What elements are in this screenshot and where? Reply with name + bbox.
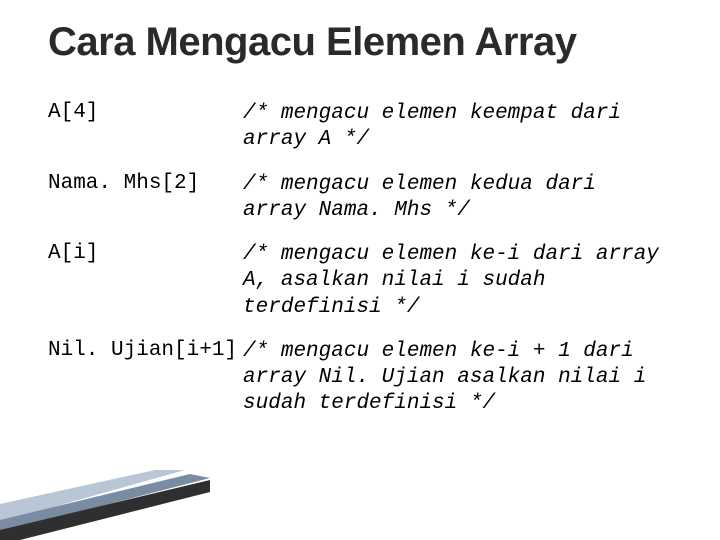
desc-cell: /* mengacu elemen keempat dari array A *… <box>243 93 672 164</box>
expr-cell: Nama. Mhs[2] <box>48 164 243 235</box>
expr-cell: Nil. Ujian[i+1] <box>48 331 243 428</box>
desc-cell: /* mengacu elemen ke-i dari array A, asa… <box>243 234 672 331</box>
slide-title: Cara Mengacu Elemen Array <box>48 20 672 65</box>
table-row: A[i] /* mengacu elemen ke-i dari array A… <box>48 234 672 331</box>
table-row: Nama. Mhs[2] /* mengacu elemen kedua dar… <box>48 164 672 235</box>
accent-stripe <box>0 474 210 540</box>
table-row: Nil. Ujian[i+1] /* mengacu elemen ke-i +… <box>48 331 672 428</box>
desc-cell: /* mengacu elemen kedua dari array Nama.… <box>243 164 672 235</box>
examples-table: A[4] /* mengacu elemen keempat dari arra… <box>48 93 672 428</box>
expr-cell: A[i] <box>48 234 243 331</box>
corner-accent-icon <box>0 470 210 540</box>
accent-stripe <box>0 480 210 540</box>
accent-stripe <box>0 470 185 540</box>
desc-cell: /* mengacu elemen ke-i + 1 dari array Ni… <box>243 331 672 428</box>
slide: Cara Mengacu Elemen Array A[4] /* mengac… <box>0 0 720 540</box>
expr-cell: A[4] <box>48 93 243 164</box>
table-row: A[4] /* mengacu elemen keempat dari arra… <box>48 93 672 164</box>
